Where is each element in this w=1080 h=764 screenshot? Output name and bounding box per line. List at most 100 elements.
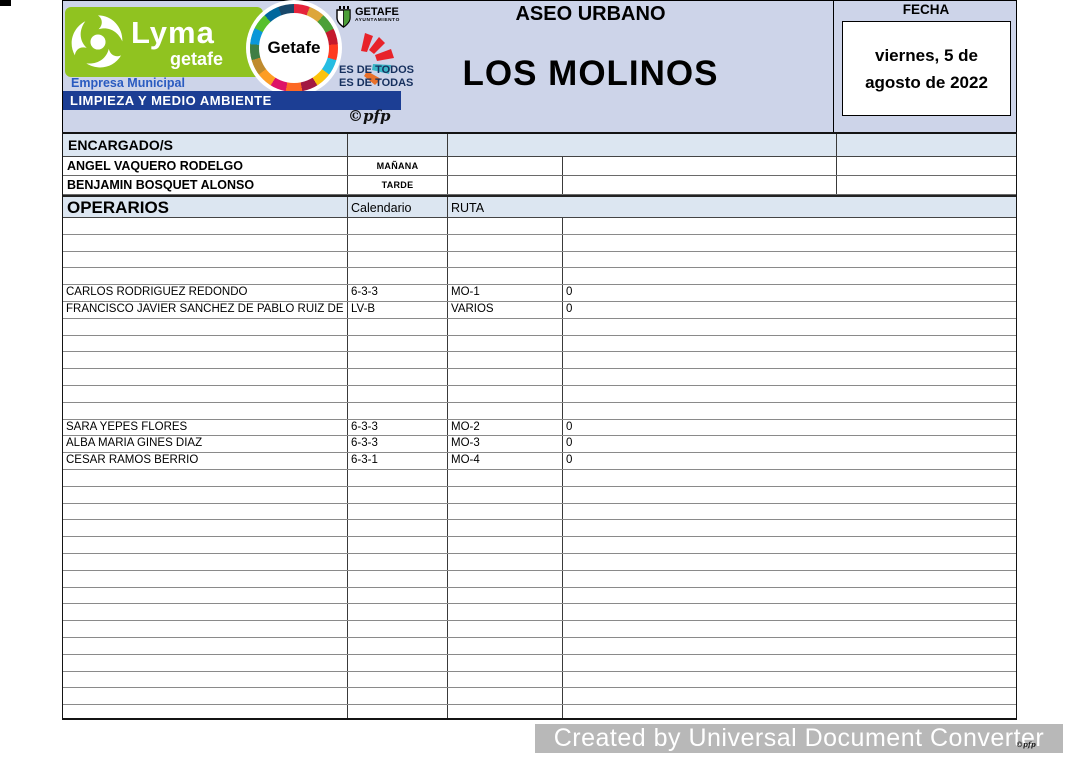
operario-name-cell xyxy=(63,234,348,251)
calendario-cell xyxy=(348,671,448,688)
operario-name-cell xyxy=(63,486,348,503)
table-row xyxy=(63,671,1016,689)
operario-name-cell xyxy=(63,553,348,570)
date-box: viernes, 5 de agosto de 2022 xyxy=(842,21,1011,116)
operario-name-cell xyxy=(63,369,348,385)
encargado-empty-cell xyxy=(448,157,563,175)
table-row xyxy=(63,234,1016,252)
operario-name-cell xyxy=(63,352,348,369)
calendario-cell xyxy=(348,318,448,335)
value-cell xyxy=(563,470,1016,486)
ruta-cell xyxy=(448,604,563,621)
operario-name-cell xyxy=(63,469,348,486)
ruta-cell: MO-2 xyxy=(448,419,563,436)
sdg-wheel-center: Getafe xyxy=(259,13,329,83)
operario-name-cell xyxy=(63,705,348,718)
page-title: ASEO URBANO xyxy=(515,3,666,25)
operario-name-cell xyxy=(63,218,348,234)
value-cell xyxy=(563,554,1016,570)
operario-name-cell: CESAR RAMOS BERRIO xyxy=(63,453,348,469)
ruta-cell xyxy=(448,234,563,251)
value-cell xyxy=(563,403,1016,419)
sdg-wheel-icon: Getafe xyxy=(250,4,338,92)
value-cell xyxy=(563,268,1016,284)
calendario-cell xyxy=(348,369,448,385)
fecha-zone: FECHA viernes, 5 de agosto de 2022 xyxy=(833,1,1018,133)
ruta-cell xyxy=(448,553,563,570)
calendario-cell: LV-B xyxy=(348,301,448,318)
operario-name-cell xyxy=(63,520,348,537)
tagline-line2: ES DE TODAS xyxy=(339,77,414,89)
table-row xyxy=(63,553,1016,571)
ruta-cell xyxy=(448,705,563,718)
table-row xyxy=(63,318,1016,336)
limpieza-banner: LIMPIEZA Y MEDIO AMBIENTE xyxy=(63,91,401,110)
value-cell xyxy=(563,604,1016,620)
value-cell xyxy=(563,336,1016,352)
ruta-cell xyxy=(448,671,563,688)
operario-name-cell xyxy=(63,335,348,352)
calendario-cell xyxy=(348,637,448,654)
ruta-cell xyxy=(448,369,563,385)
operarios-rows: CARLOS RODRIGUEZ REDONDO 6-3-3 MO-1 0 FR… xyxy=(63,218,1016,718)
encargado-empty-cell xyxy=(563,157,837,175)
calendario-cell xyxy=(348,385,448,402)
value-cell xyxy=(563,386,1016,402)
lyma-brand-text: Lyma xyxy=(131,15,215,50)
header-band: Lyma getafe Getafe GETAFE xyxy=(62,0,1018,133)
value-cell: 0 xyxy=(566,420,573,433)
calendario-cell xyxy=(348,486,448,503)
encargado-row: BENJAMIN BOSQUET ALONSO TARDE xyxy=(63,176,1016,195)
table-row xyxy=(63,385,1016,403)
value-cell xyxy=(563,252,1016,268)
crest-subtitle: AYUNTAMIENTO xyxy=(355,18,400,23)
table-row xyxy=(63,520,1016,538)
table-row xyxy=(63,688,1016,706)
table-row xyxy=(63,637,1016,655)
calendario-cell xyxy=(348,218,448,234)
ruta-cell xyxy=(448,385,563,402)
calendario-cell xyxy=(348,587,448,604)
calendario-cell: 6-3-3 xyxy=(348,419,448,436)
encargados-header-spacer xyxy=(448,134,837,156)
value-cell xyxy=(563,672,1016,688)
encargado-empty-cell xyxy=(448,176,563,194)
calendario-cell xyxy=(348,469,448,486)
calendario-cell xyxy=(348,688,448,705)
operario-name-cell: CARLOS RODRIGUEZ REDONDO xyxy=(63,285,348,301)
calendario-cell xyxy=(348,402,448,419)
value-cell xyxy=(563,504,1016,520)
table-row xyxy=(63,654,1016,672)
table-row xyxy=(63,402,1016,420)
calendario-cell xyxy=(348,604,448,621)
table-row xyxy=(63,587,1016,605)
ruta-cell: MO-4 xyxy=(448,453,563,469)
encargados-label: ENCARGADO/S xyxy=(63,134,348,156)
ruta-cell xyxy=(448,268,563,285)
value-cell xyxy=(563,705,1016,718)
ruta-cell xyxy=(448,570,563,587)
value-cell xyxy=(563,571,1016,587)
getafe-tagline: ES DE TODOS ES DE TODAS xyxy=(339,64,414,90)
operario-name-cell xyxy=(63,385,348,402)
ayuntamiento-crest-icon xyxy=(336,6,351,28)
value-cell xyxy=(563,621,1016,637)
table-row xyxy=(63,621,1016,638)
value-cell: 0 xyxy=(566,286,573,299)
operario-name-cell xyxy=(63,570,348,587)
calendario-cell: 6-3-3 xyxy=(348,436,448,453)
table-row xyxy=(63,218,1016,235)
encargado-shift: TARDE xyxy=(348,176,448,194)
calendario-cell xyxy=(348,503,448,520)
operario-name-cell: FRANCISCO JAVIER SANCHEZ DE PABLO RUIZ D… xyxy=(63,301,348,318)
ruta-cell xyxy=(448,486,563,503)
operario-name-cell xyxy=(63,268,348,285)
ruta-cell xyxy=(448,621,563,637)
table-row xyxy=(63,369,1016,386)
encargado-empty-cell xyxy=(837,157,1016,175)
calendario-cell xyxy=(348,251,448,268)
value-cell xyxy=(563,638,1016,654)
calendario-cell: 6-3-3 xyxy=(348,285,448,301)
value-cell xyxy=(563,218,1016,234)
